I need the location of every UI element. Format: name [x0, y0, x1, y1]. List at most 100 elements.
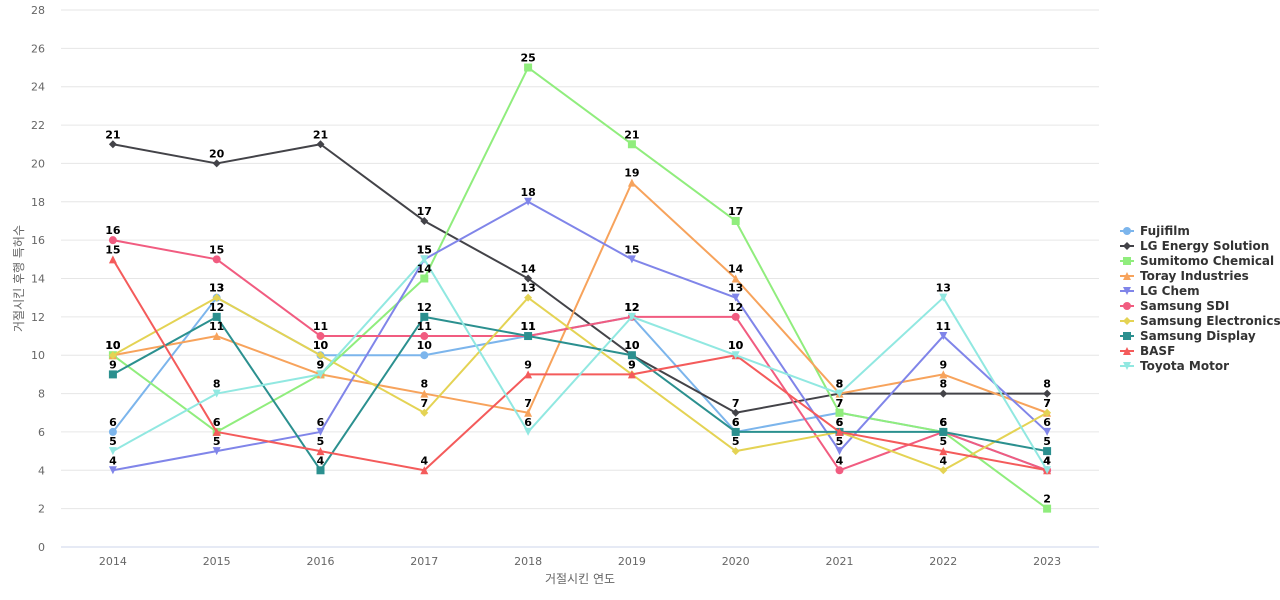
data-point[interactable] — [108, 447, 117, 456]
legend-item[interactable]: Samsung SDI — [1120, 299, 1229, 313]
data-point[interactable] — [1043, 408, 1052, 417]
data-point[interactable] — [316, 466, 325, 475]
data-point[interactable] — [420, 389, 429, 398]
data-point[interactable] — [627, 370, 636, 379]
series-line[interactable] — [111, 258, 1049, 472]
legend-item[interactable]: Sumitomo Chemical — [1120, 254, 1274, 268]
data-point[interactable] — [108, 370, 117, 379]
data-point[interactable] — [108, 427, 117, 436]
data-label: 8 — [213, 378, 221, 391]
data-point[interactable] — [835, 389, 844, 398]
data-point[interactable] — [316, 447, 325, 456]
data-point[interactable] — [731, 312, 740, 321]
data-point[interactable] — [212, 159, 221, 168]
data-label: 4 — [836, 454, 844, 467]
data-point[interactable] — [939, 293, 948, 302]
data-point[interactable] — [316, 370, 325, 379]
legend-item[interactable]: LG Energy Solution — [1120, 239, 1269, 253]
data-point[interactable] — [212, 332, 221, 341]
data-label: 14 — [520, 263, 536, 276]
data-point[interactable] — [835, 408, 844, 417]
data-point[interactable] — [627, 312, 636, 321]
data-point[interactable] — [524, 293, 533, 302]
series-line[interactable] — [111, 296, 1049, 472]
data-point[interactable] — [212, 389, 221, 398]
data-point[interactable] — [939, 332, 948, 341]
data-point[interactable] — [731, 447, 740, 456]
data-point[interactable] — [731, 351, 740, 360]
data-point[interactable] — [420, 274, 429, 283]
data-point[interactable] — [316, 427, 325, 436]
data-label: 16 — [105, 224, 121, 237]
data-label: 4 — [109, 454, 117, 467]
data-point[interactable] — [524, 427, 533, 436]
data-point[interactable] — [420, 312, 429, 321]
series-line[interactable] — [111, 181, 1049, 414]
data-point[interactable] — [420, 408, 429, 417]
legend-item[interactable]: Samsung Electronics — [1120, 314, 1280, 328]
data-point[interactable] — [316, 332, 325, 341]
series-line[interactable] — [111, 66, 1049, 510]
data-point[interactable] — [1043, 466, 1052, 475]
data-point[interactable] — [420, 351, 429, 360]
data-point[interactable] — [731, 274, 740, 283]
data-point[interactable] — [1043, 447, 1052, 456]
data-point[interactable] — [420, 466, 429, 475]
legend-item[interactable]: Toray Industries — [1120, 269, 1249, 283]
data-point[interactable] — [420, 216, 429, 225]
legend-item[interactable]: Toyota Motor — [1120, 359, 1229, 373]
data-point[interactable] — [212, 293, 221, 302]
data-point[interactable] — [835, 466, 844, 475]
data-point[interactable] — [108, 466, 117, 475]
data-point[interactable] — [1043, 427, 1052, 436]
data-label: 9 — [109, 358, 117, 371]
y-tick-label: 28 — [31, 4, 45, 17]
data-label: 6 — [939, 416, 947, 429]
gridlines — [61, 9, 1099, 548]
data-point[interactable] — [627, 351, 636, 360]
data-point[interactable] — [731, 216, 740, 225]
data-point[interactable] — [627, 178, 636, 187]
data-point[interactable] — [731, 293, 740, 302]
data-point[interactable] — [316, 351, 325, 360]
data-point[interactable] — [731, 427, 740, 436]
data-point[interactable] — [939, 447, 948, 456]
legend-item[interactable]: Samsung Display — [1120, 329, 1256, 343]
data-point[interactable] — [108, 255, 117, 264]
data-point[interactable] — [108, 140, 117, 149]
data-point[interactable] — [835, 427, 844, 436]
data-point[interactable] — [627, 140, 636, 149]
legend-item[interactable]: BASF — [1120, 344, 1175, 358]
data-point[interactable] — [420, 332, 429, 341]
data-point[interactable] — [939, 466, 948, 475]
data-point[interactable] — [1043, 389, 1052, 398]
legend-label: Fujifilm — [1140, 224, 1190, 238]
data-point[interactable] — [108, 351, 117, 360]
data-point[interactable] — [524, 408, 533, 417]
data-point[interactable] — [420, 255, 429, 264]
data-point[interactable] — [212, 312, 221, 321]
legend-item[interactable]: Fujifilm — [1120, 224, 1190, 238]
data-label: 6 — [732, 416, 740, 429]
data-point[interactable] — [1043, 504, 1052, 513]
data-point[interactable] — [731, 408, 740, 417]
legend-item[interactable]: LG Chem — [1120, 284, 1200, 298]
data-point[interactable] — [524, 370, 533, 379]
data-point[interactable] — [524, 274, 533, 283]
data-point[interactable] — [524, 197, 533, 206]
data-point[interactable] — [939, 389, 948, 398]
data-point[interactable] — [939, 370, 948, 379]
data-point[interactable] — [835, 447, 844, 456]
data-point[interactable] — [627, 255, 636, 264]
series-line[interactable] — [111, 315, 1049, 472]
data-point[interactable] — [316, 140, 325, 149]
data-point[interactable] — [524, 332, 533, 341]
data-point[interactable] — [524, 63, 533, 72]
data-point[interactable] — [212, 427, 221, 436]
data-point[interactable] — [212, 255, 221, 264]
data-point[interactable] — [108, 236, 117, 245]
data-point[interactable] — [939, 427, 948, 436]
y-tick-label: 8 — [38, 388, 45, 401]
series-line[interactable] — [111, 258, 1049, 472]
data-point[interactable] — [212, 447, 221, 456]
